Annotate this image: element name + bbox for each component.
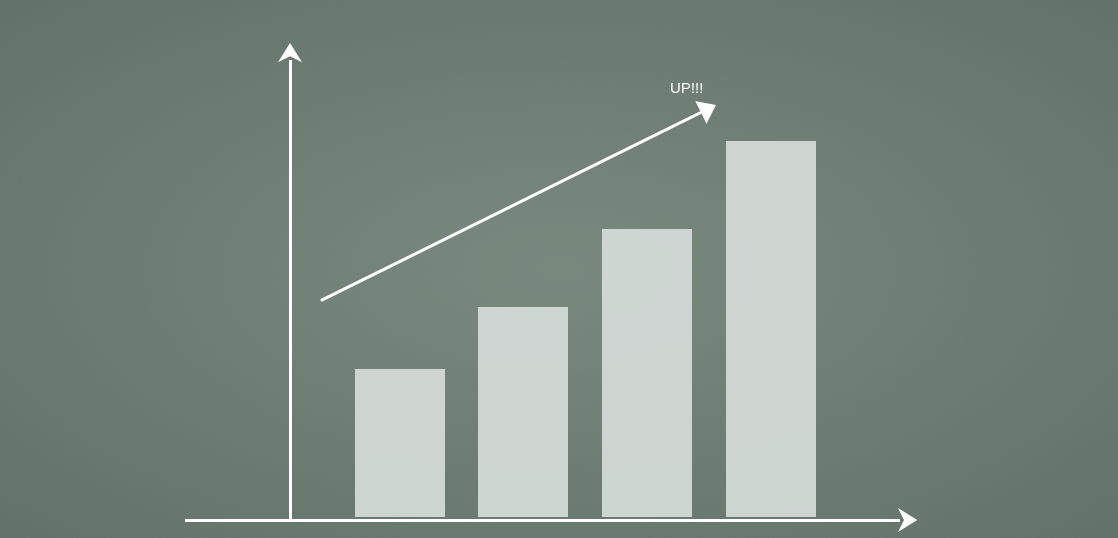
- trend-arrow-icon: [0, 0, 1118, 538]
- chart-canvas: UP!!!: [0, 0, 1118, 538]
- trend-label: UP!!!: [670, 80, 703, 97]
